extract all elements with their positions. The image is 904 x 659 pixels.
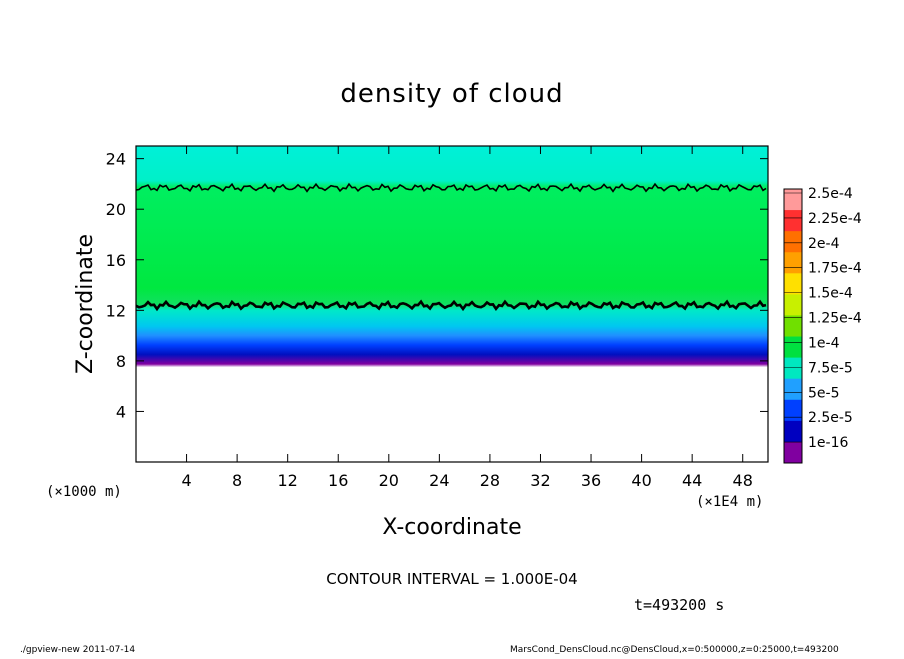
colorbar-label: 1.5e-4 — [808, 286, 853, 302]
x-tick-label: 36 — [581, 471, 601, 490]
x-tick-label: 16 — [328, 471, 348, 490]
x-tick-label: 48 — [733, 471, 753, 490]
chart-title: density of cloud — [340, 79, 563, 109]
y-axis-label: Z-coordinate — [73, 234, 98, 374]
x-tick-label: 20 — [379, 471, 399, 490]
footer-right: MarsCond_DensCloud.nc@DensCloud,x=0:5000… — [510, 645, 839, 654]
colorbar-segment — [784, 336, 802, 359]
time-label: t=493200 s — [634, 596, 724, 614]
plot-frame — [135, 145, 769, 463]
colorbar-segment — [784, 294, 802, 316]
colorbar-segment — [784, 378, 802, 401]
colorbar-label: 2.25e-4 — [808, 211, 862, 227]
contour-lines — [135, 182, 767, 312]
footer-left: ./gpview-new 2011-07-14 — [20, 645, 135, 654]
colorbar-label: 2.5e-5 — [808, 410, 853, 426]
colorbar-segment — [784, 273, 802, 295]
y-unit-label: (×1000 m) — [46, 484, 122, 500]
plot-area — [135, 145, 769, 463]
colorbar: 2.5e-4 2.25e-4 2e-4 1.75e-4 1.5e-4 1.25e-4 1e-… — [783, 186, 862, 464]
x-tick-label: 40 — [631, 471, 651, 490]
colorbar-label: 2e-4 — [808, 236, 840, 252]
y-tick-label: 24 — [106, 150, 126, 169]
x-tick-label: 12 — [278, 471, 298, 490]
colorbar-label: 1.75e-4 — [808, 261, 862, 277]
x-tick-label: 44 — [682, 471, 702, 490]
x-tick-label: 32 — [530, 471, 550, 490]
x-axis-label: X-coordinate — [382, 515, 521, 540]
colorbar-segment — [784, 315, 802, 338]
colorbar-segment — [784, 252, 802, 274]
colorbar-label: 1e-4 — [808, 335, 840, 351]
colorbar-label: 7.5e-5 — [808, 360, 853, 376]
colorbar-frame — [783, 188, 803, 464]
colorbar-segment — [784, 399, 802, 422]
x-unit-label: (×1E4 m) — [696, 494, 763, 510]
y-tick-label: 16 — [106, 251, 126, 270]
colorbar-segment — [784, 231, 802, 253]
contour-line — [135, 182, 767, 193]
y-tick-label: 20 — [106, 200, 126, 219]
x-tick-label: 24 — [429, 471, 449, 490]
colorbar-label: 5e-5 — [808, 385, 839, 401]
y-tick-label: 8 — [116, 352, 126, 371]
colorbar-label: 1e-16 — [808, 435, 848, 451]
x-axis: 4 8 12 16 20 24 28 32 36 40 44 48 — [181, 146, 753, 490]
y-tick-label: 4 — [116, 402, 126, 421]
colorbar-segment — [784, 420, 802, 443]
colorbar-segment — [784, 441, 802, 464]
x-tick-label: 8 — [232, 471, 242, 490]
colorbar-label: 2.5e-4 — [808, 186, 853, 202]
contour-line — [135, 299, 767, 312]
contour-interval-text: CONTOUR INTERVAL = 1.000E-04 — [326, 570, 577, 588]
colorbar-label: 1.25e-4 — [808, 311, 862, 327]
y-tick-label: 12 — [106, 301, 126, 320]
colorbar-segment — [784, 189, 802, 211]
x-tick-label: 28 — [480, 471, 500, 490]
colorbar-segment — [784, 210, 802, 232]
x-tick-label: 4 — [181, 471, 191, 490]
y-axis: 4 8 12 16 20 24 — [106, 150, 768, 421]
colorbar-segment — [784, 357, 802, 380]
